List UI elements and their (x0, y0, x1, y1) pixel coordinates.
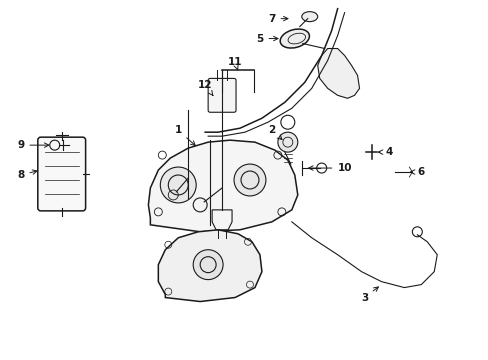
Polygon shape (317, 49, 359, 98)
Polygon shape (148, 140, 297, 232)
Text: 10: 10 (308, 163, 351, 173)
Text: 7: 7 (267, 14, 287, 24)
Text: 5: 5 (256, 33, 277, 44)
Circle shape (234, 164, 265, 196)
Ellipse shape (301, 12, 317, 22)
Text: 1: 1 (174, 125, 195, 145)
Text: 2: 2 (268, 125, 282, 140)
Text: 9: 9 (17, 140, 49, 150)
Text: 3: 3 (360, 287, 378, 302)
Text: 4: 4 (378, 147, 392, 157)
Text: 11: 11 (227, 58, 242, 70)
Ellipse shape (280, 29, 309, 48)
FancyBboxPatch shape (208, 78, 236, 112)
Text: 12: 12 (198, 80, 213, 95)
Polygon shape (158, 230, 262, 302)
Circle shape (193, 250, 223, 280)
Circle shape (160, 167, 196, 203)
Text: 6: 6 (409, 167, 424, 177)
Text: 8: 8 (17, 170, 37, 180)
Circle shape (277, 132, 297, 152)
FancyBboxPatch shape (38, 137, 85, 211)
